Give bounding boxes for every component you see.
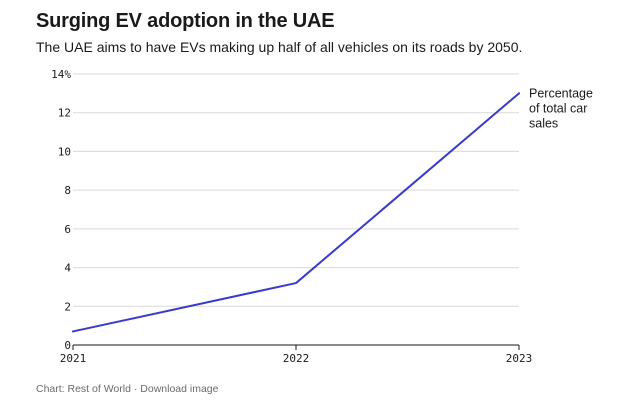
- data-point: [72, 330, 74, 333]
- x-tick-label: 2022: [283, 352, 310, 365]
- y-tick-label: 2: [64, 300, 71, 313]
- x-tick-label: 2021: [60, 352, 87, 365]
- gridlines: [73, 73, 519, 307]
- series-label: Percentage of total car sales: [529, 86, 593, 130]
- x-tick-label: 2023: [506, 352, 533, 365]
- chart-title: Surging EV adoption in the UAE: [36, 10, 335, 32]
- series-line: [72, 92, 520, 333]
- axes: [72, 344, 520, 350]
- labels: 0 2 4 6 8 10 12 14% 2021 2022 2023 Percentage of tot…: [51, 68, 593, 365]
- chart-footer: Chart: Rest of World · Download image: [36, 383, 218, 395]
- line-chart: 0 2 4 6 8 10 12 14% 2021 2022 2023 Percentage of tot…: [51, 68, 593, 365]
- source-credit: Chart: Rest of World: [36, 383, 131, 395]
- footer-separator: ·: [130, 383, 141, 395]
- y-tick-label: 12: [58, 107, 71, 120]
- download-image-link[interactable]: Download image: [140, 383, 219, 395]
- y-tick-label: 14%: [51, 68, 71, 81]
- y-tick-label: 4: [64, 262, 71, 275]
- data-point: [295, 282, 297, 285]
- y-tick-label: 0: [64, 339, 71, 352]
- y-tick-label: 6: [64, 223, 71, 236]
- y-tick-label: 8: [64, 184, 71, 197]
- y-tick-label: 10: [58, 145, 71, 158]
- data-point: [518, 92, 520, 95]
- series: [72, 92, 520, 333]
- chart-subtitle: The UAE aims to have EVs making up half …: [36, 39, 523, 55]
